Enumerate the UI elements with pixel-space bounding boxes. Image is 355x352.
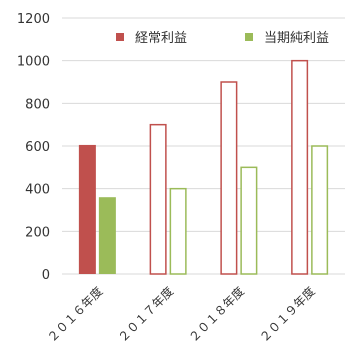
x-tick-label: ２０１９年度	[256, 284, 318, 346]
legend-label: 経常利益	[135, 31, 187, 46]
legend-swatch	[116, 33, 124, 41]
bar-ordinary-profit	[220, 81, 238, 275]
y-tick-label: 800	[25, 97, 50, 112]
y-tick-label: 400	[25, 183, 50, 198]
bar-ordinary-profit	[78, 144, 96, 274]
y-tick-label: 1200	[17, 12, 50, 27]
y-tick-label: 0	[42, 268, 50, 283]
y-tick-label: 200	[25, 225, 50, 240]
bar-net-profit	[169, 187, 187, 275]
legend-swatch	[245, 33, 253, 41]
y-tick-label: 600	[25, 140, 50, 155]
x-tick-label: ２０１７年度	[115, 284, 177, 346]
bars	[78, 59, 329, 275]
bar-ordinary-profit	[149, 123, 167, 275]
y-axis: 0 200 400 600 800 1000 1200	[17, 12, 50, 283]
legend: 経常利益 当期純利益	[116, 31, 329, 46]
legend-label: 当期純利益	[264, 31, 329, 46]
bar-ordinary-profit	[291, 59, 309, 275]
x-tick-label: ２０１８年度	[185, 284, 247, 346]
y-tick-label: 1000	[17, 55, 50, 70]
bar-net-profit	[311, 145, 329, 275]
bar-net-profit	[240, 166, 258, 275]
bar-net-profit	[98, 197, 116, 274]
x-tick-label: ２０１６年度	[44, 284, 106, 346]
x-axis: ２０１６年度 ２０１７年度 ２０１８年度 ２０１９年度	[44, 284, 318, 346]
